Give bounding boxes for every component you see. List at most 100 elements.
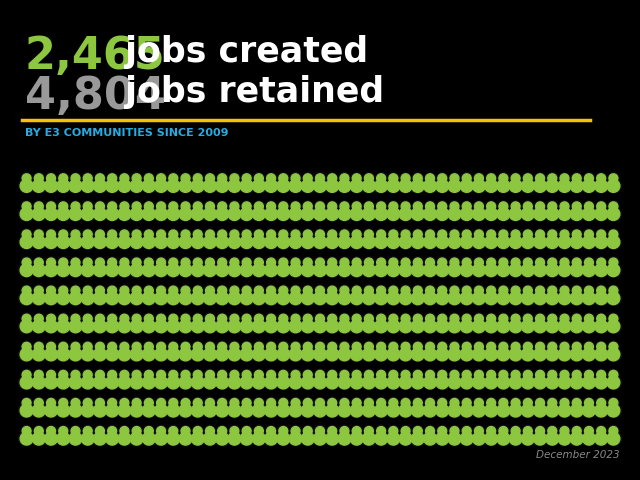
Circle shape: [83, 342, 92, 351]
Circle shape: [205, 314, 214, 323]
Ellipse shape: [593, 235, 609, 249]
Ellipse shape: [385, 179, 401, 193]
Ellipse shape: [337, 235, 353, 249]
Circle shape: [609, 174, 618, 183]
Ellipse shape: [312, 291, 328, 305]
Ellipse shape: [202, 348, 218, 361]
Circle shape: [534, 369, 546, 380]
Ellipse shape: [251, 235, 267, 249]
Circle shape: [82, 397, 93, 408]
Circle shape: [449, 229, 460, 240]
Circle shape: [364, 342, 373, 351]
Ellipse shape: [397, 375, 413, 390]
Circle shape: [107, 285, 118, 296]
Circle shape: [71, 427, 80, 435]
Ellipse shape: [520, 263, 536, 277]
Ellipse shape: [177, 179, 193, 193]
Circle shape: [143, 397, 154, 408]
Ellipse shape: [581, 179, 597, 193]
Circle shape: [47, 258, 56, 267]
Circle shape: [279, 174, 288, 183]
Circle shape: [58, 285, 69, 296]
Circle shape: [253, 313, 264, 324]
Circle shape: [524, 371, 532, 379]
Circle shape: [474, 285, 484, 296]
Circle shape: [462, 258, 471, 267]
Ellipse shape: [191, 180, 204, 192]
Circle shape: [253, 257, 264, 268]
Ellipse shape: [424, 320, 436, 333]
Circle shape: [449, 201, 460, 212]
Ellipse shape: [546, 264, 559, 276]
Circle shape: [608, 369, 619, 380]
Circle shape: [33, 201, 44, 212]
Circle shape: [572, 286, 581, 295]
Circle shape: [132, 202, 141, 211]
Circle shape: [560, 314, 569, 323]
Ellipse shape: [422, 179, 438, 193]
Ellipse shape: [289, 348, 302, 361]
Circle shape: [35, 342, 44, 351]
Ellipse shape: [202, 179, 218, 193]
Circle shape: [22, 342, 31, 351]
Ellipse shape: [287, 319, 303, 334]
Ellipse shape: [20, 320, 33, 333]
Ellipse shape: [448, 432, 461, 445]
Ellipse shape: [191, 348, 204, 361]
Ellipse shape: [434, 179, 451, 193]
Ellipse shape: [436, 236, 449, 249]
Ellipse shape: [167, 180, 180, 192]
Ellipse shape: [434, 319, 451, 334]
Ellipse shape: [361, 291, 377, 305]
Circle shape: [560, 342, 569, 351]
Ellipse shape: [118, 180, 131, 192]
Ellipse shape: [202, 432, 218, 446]
Circle shape: [33, 341, 44, 352]
Circle shape: [377, 398, 385, 408]
Circle shape: [388, 173, 399, 184]
Circle shape: [377, 286, 385, 295]
Ellipse shape: [43, 207, 59, 221]
Ellipse shape: [155, 376, 168, 389]
Ellipse shape: [202, 375, 218, 390]
Circle shape: [192, 397, 204, 408]
Ellipse shape: [251, 375, 267, 390]
Ellipse shape: [216, 320, 228, 333]
Ellipse shape: [252, 264, 266, 276]
Ellipse shape: [324, 432, 340, 446]
Circle shape: [180, 341, 191, 352]
Circle shape: [58, 201, 69, 212]
Ellipse shape: [287, 375, 303, 390]
Ellipse shape: [204, 292, 216, 305]
Circle shape: [120, 427, 129, 435]
Circle shape: [377, 230, 385, 239]
Circle shape: [83, 314, 92, 323]
Ellipse shape: [301, 236, 314, 249]
Ellipse shape: [508, 291, 524, 305]
Ellipse shape: [483, 235, 499, 249]
Circle shape: [108, 230, 116, 239]
Circle shape: [352, 202, 361, 211]
Ellipse shape: [410, 319, 426, 334]
Ellipse shape: [167, 236, 180, 249]
Circle shape: [108, 342, 116, 351]
Ellipse shape: [33, 376, 45, 389]
Ellipse shape: [337, 263, 353, 277]
Circle shape: [58, 257, 69, 268]
Ellipse shape: [93, 432, 106, 445]
Ellipse shape: [130, 376, 143, 389]
Circle shape: [559, 173, 570, 184]
Ellipse shape: [251, 291, 267, 305]
Ellipse shape: [20, 207, 33, 220]
Ellipse shape: [362, 236, 375, 249]
Circle shape: [328, 174, 337, 183]
Ellipse shape: [522, 432, 534, 445]
Circle shape: [560, 286, 569, 295]
Ellipse shape: [228, 180, 241, 192]
Circle shape: [255, 230, 263, 239]
Circle shape: [33, 285, 44, 296]
Ellipse shape: [522, 376, 534, 389]
Ellipse shape: [104, 179, 120, 193]
Ellipse shape: [130, 264, 143, 276]
Circle shape: [364, 230, 373, 239]
